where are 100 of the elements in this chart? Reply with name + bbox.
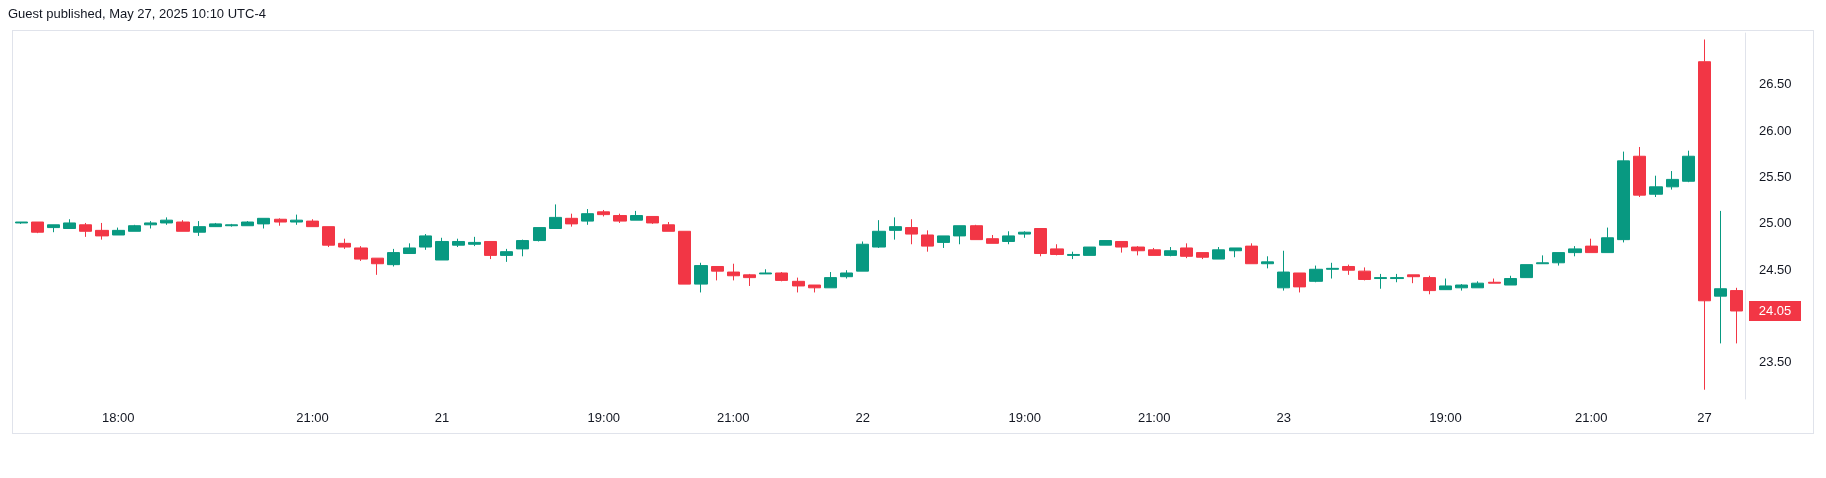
candlestick xyxy=(1293,272,1306,293)
candlestick xyxy=(209,222,222,228)
candlestick xyxy=(225,223,238,228)
candlestick xyxy=(112,227,125,236)
candlestick xyxy=(581,208,594,226)
candlestick xyxy=(1568,245,1582,257)
candlestick xyxy=(63,218,76,230)
candlestick xyxy=(1180,242,1193,259)
candlestick xyxy=(1277,250,1290,292)
candlestick xyxy=(1067,251,1080,260)
candlestick xyxy=(775,271,788,282)
candlestick xyxy=(678,230,691,285)
candlestick xyxy=(1407,274,1420,284)
candlestick xyxy=(241,220,254,227)
y-tick-label: 24.50 xyxy=(1759,261,1792,277)
candlestick xyxy=(1730,287,1743,344)
candlestick xyxy=(1649,175,1663,198)
candlestick xyxy=(1488,278,1501,284)
candlestick xyxy=(986,234,999,244)
candlestick xyxy=(419,233,432,251)
candlestick xyxy=(31,221,44,234)
candlestick xyxy=(1002,230,1015,245)
y-tick-label: 25.50 xyxy=(1759,169,1792,185)
candlestick xyxy=(79,222,92,238)
candlestick xyxy=(1520,264,1533,279)
candlestick xyxy=(565,213,578,228)
candlestick xyxy=(1212,246,1225,260)
candlestick xyxy=(1536,254,1549,265)
candlestick xyxy=(290,214,303,226)
candlestick xyxy=(322,226,335,248)
candlestick xyxy=(1666,170,1679,191)
y-tick-label: 25.00 xyxy=(1759,215,1792,231)
candlestick xyxy=(274,217,287,227)
candlestick xyxy=(921,229,934,253)
x-tick-label: 21:00 xyxy=(1137,410,1171,425)
candlestick xyxy=(47,224,60,233)
candlestick xyxy=(160,216,173,226)
candlestick xyxy=(937,235,950,249)
x-tick-label: 19:00 xyxy=(1429,410,1462,425)
candlestick xyxy=(257,217,270,230)
candlestick xyxy=(1601,227,1614,254)
candlestick xyxy=(1099,240,1112,246)
candlestick xyxy=(1471,280,1484,289)
x-tick-label: 18:00 xyxy=(101,410,135,425)
candlestick xyxy=(371,257,384,276)
candlestick xyxy=(953,225,966,245)
candlestick xyxy=(306,218,319,228)
chart-title: Guest published, May 27, 2025 10:10 UTC-4 xyxy=(8,6,266,21)
y-tick-label: 26.00 xyxy=(1759,122,1792,138)
x-tick-label: 23 xyxy=(1276,410,1291,425)
candlestick xyxy=(1245,242,1258,265)
candlestick xyxy=(759,268,772,275)
candlestick xyxy=(889,216,902,241)
candlestick xyxy=(1196,252,1209,260)
x-tick-label: 27 xyxy=(1697,410,1712,425)
candlestick xyxy=(662,221,675,232)
candlestick xyxy=(500,248,513,263)
candlestick xyxy=(1585,238,1598,254)
candlestick xyxy=(1390,273,1404,283)
candlestick xyxy=(711,266,724,281)
candlestick xyxy=(533,227,546,242)
candlestick xyxy=(824,271,837,289)
candlestick xyxy=(1148,247,1161,256)
x-tick-label: 21:00 xyxy=(1574,410,1608,425)
candlestick xyxy=(1018,230,1031,239)
x-tick-label: 19:00 xyxy=(1008,410,1041,425)
candlestick xyxy=(1714,210,1727,344)
candlestick xyxy=(727,263,740,281)
x-tick-label: 21 xyxy=(434,410,450,425)
candlestick xyxy=(338,238,351,250)
candlestick xyxy=(387,248,400,267)
candlestick xyxy=(1229,247,1242,258)
candlestick xyxy=(872,219,886,249)
candlestick xyxy=(1633,146,1646,198)
y-tick-label: 26.50 xyxy=(1759,76,1792,92)
candlestick xyxy=(1115,240,1128,254)
candlestick xyxy=(743,273,756,287)
candlestick xyxy=(1698,38,1711,391)
candlestick xyxy=(144,220,157,230)
candlestick xyxy=(792,277,805,293)
text: 24.05 xyxy=(1758,303,1792,319)
candlestick xyxy=(808,284,821,293)
x-tick-label: 21:00 xyxy=(296,410,329,425)
candlestick xyxy=(176,219,190,232)
candlestick xyxy=(1050,243,1064,256)
candlestick xyxy=(1326,262,1339,280)
candlestick xyxy=(970,224,983,241)
candlestick xyxy=(549,203,562,230)
candlestick xyxy=(1374,273,1387,290)
candlestick xyxy=(1682,150,1695,183)
x-tick-label: 22 xyxy=(855,410,871,425)
candlestick xyxy=(1358,266,1371,281)
candlestick xyxy=(840,269,853,280)
y-tick-label: 23.50 xyxy=(1759,354,1792,370)
candlestick xyxy=(452,238,465,248)
candlestick xyxy=(15,221,28,225)
candlestick xyxy=(516,239,529,257)
candlestick xyxy=(128,224,141,232)
candlestick xyxy=(1504,275,1517,286)
candlestick xyxy=(613,213,627,224)
